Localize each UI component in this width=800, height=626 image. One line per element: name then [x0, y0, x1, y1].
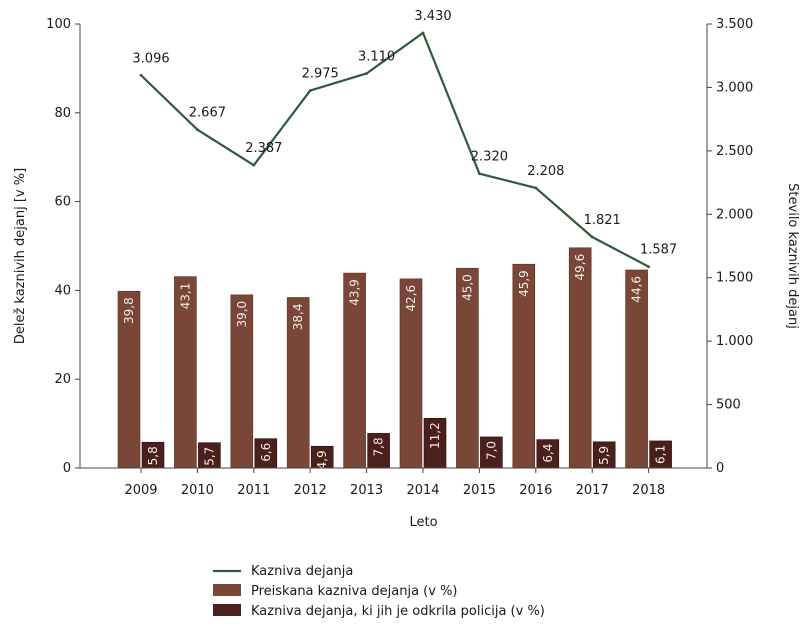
y-tick-right-label: 500: [716, 398, 741, 413]
bar-label-preiskana: 45,9: [517, 270, 531, 297]
y-tick-right-label: 3.500: [716, 17, 753, 32]
legend-swatch-preiskana: [213, 584, 241, 596]
x-axis-title: Leto: [409, 515, 437, 530]
y-axis-right-title: Število kaznivih dejanj: [785, 183, 800, 329]
line-data-label: 3.430: [414, 9, 451, 24]
y-tick-left-label: 80: [54, 106, 71, 121]
y-tick-right-label: 3.000: [716, 80, 753, 95]
line-data-label: 2.387: [245, 141, 282, 156]
line-data-label: 2.667: [189, 106, 226, 121]
y-tick-right-label: 1.500: [716, 271, 753, 286]
y-tick-left-label: 0: [63, 461, 71, 476]
y-tick-right-label: 1.000: [716, 334, 753, 349]
line-point: [252, 163, 256, 167]
bar-label-preiskana: 39,8: [122, 297, 136, 324]
x-tick-label: 2017: [576, 483, 609, 498]
line-data-label: 1.587: [640, 243, 677, 258]
line-point: [534, 186, 538, 190]
bar-label-preiskana: 49,6: [573, 254, 587, 281]
line-data-label: 1.821: [584, 213, 621, 228]
bar-label-policija: 7,0: [484, 441, 498, 460]
y-tick-right-label: 2.000: [716, 207, 753, 222]
bar-label-policija: 4,9: [315, 450, 329, 469]
y-tick-left-label: 100: [46, 17, 71, 32]
bar-label-preiskana: 38,4: [291, 304, 305, 331]
x-tick-label: 2018: [632, 483, 665, 498]
x-tick-label: 2012: [294, 483, 327, 498]
x-tick-label: 2011: [237, 483, 270, 498]
line-point: [139, 73, 143, 77]
bar-layer: 39,8 5,8 43,1 5,7 39,0 6,6 38,4 4,9 43,9 7,8 42,6 1…: [117, 247, 672, 469]
line-data-label: 2.975: [302, 67, 339, 82]
y-tick-left-label: 20: [54, 372, 71, 387]
bar-label-policija: 6,6: [259, 443, 273, 462]
line-data-label: 3.110: [358, 49, 395, 64]
line-point: [421, 31, 425, 35]
legend-label-policija: Kazniva dejanja, ki jih je odkrila polic…: [251, 604, 545, 619]
legend: Kazniva dejanja Preiskana kazniva dejanja…: [213, 564, 545, 619]
bar-label-policija: 7,8: [372, 437, 386, 456]
line-layer: 3.096 2.667 2.387 2.975 3.110 3.430 2.320 2.208…: [132, 9, 677, 269]
x-tick-label: 2015: [463, 483, 496, 498]
line-point: [196, 128, 199, 132]
line-data-label: 2.320: [471, 150, 508, 165]
bar-label-preiskana: 42,6: [404, 285, 418, 312]
bar-label-preiskana: 39,0: [235, 301, 249, 328]
line-point: [365, 72, 368, 75]
bar-label-policija: 5,8: [146, 446, 160, 465]
bar-label-policija: 5,9: [597, 446, 611, 465]
legend-swatch-policija: [213, 604, 241, 616]
bar-label-preiskana: 44,6: [630, 276, 644, 303]
line-kazniva-dejanja: [140, 31, 650, 268]
legend-label-preiskana: Preiskana kazniva dejanja (v %): [251, 584, 458, 599]
x-tick-label: 2013: [350, 483, 383, 498]
bar-label-policija: 11,2: [428, 422, 442, 449]
bar-label-policija: 5,7: [202, 447, 216, 466]
y-tick-left-label: 60: [54, 195, 71, 210]
bar-label-policija: 6,1: [654, 445, 668, 464]
bar-label-preiskana: 43,9: [348, 279, 362, 306]
legend-label-line: Kazniva dejanja: [251, 564, 353, 579]
y-axis-left-title: Delež kaznivih dejanj [v %]: [13, 168, 28, 344]
x-tick-label: 2009: [124, 483, 157, 498]
bar-label-preiskana: 45,0: [460, 274, 474, 301]
line-point: [647, 265, 650, 269]
y-tick-right-label: 2.500: [716, 144, 753, 159]
bar-label-policija: 6,4: [541, 444, 555, 463]
line-data-label: 2.208: [527, 164, 564, 179]
x-tick-label: 2016: [519, 483, 552, 498]
line-point: [478, 172, 481, 176]
y-tick-right-label: 0: [716, 461, 724, 476]
line-data-label: 3.096: [132, 51, 169, 66]
axes-layer: 0 20 40 60 80 100 0 500 1.000 1.500 2.000 2.500 3.00…: [13, 17, 800, 530]
y-tick-left-label: 40: [54, 283, 71, 298]
bar-label-preiskana: 43,1: [178, 283, 192, 310]
x-tick-label: 2010: [181, 483, 214, 498]
x-tick-label: 2014: [406, 483, 439, 498]
line-point: [590, 235, 594, 239]
line-point: [308, 89, 312, 92]
